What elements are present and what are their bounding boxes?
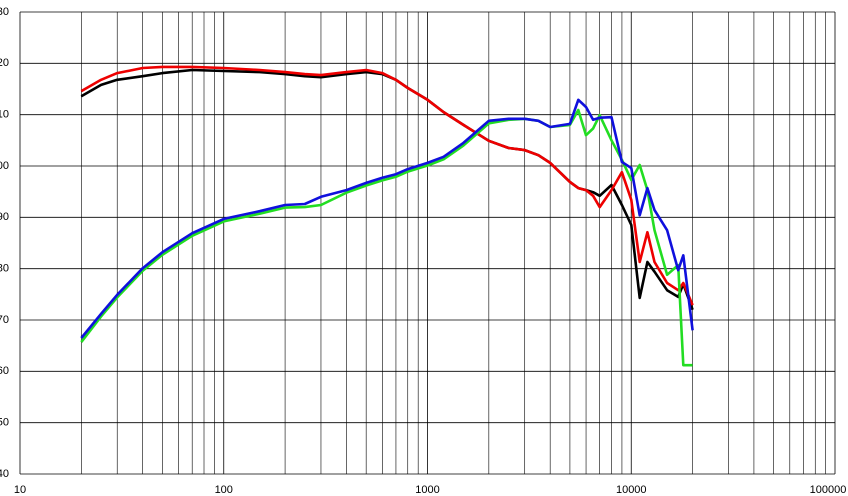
series-line	[80, 108, 693, 367]
y-tick-label: 40	[0, 468, 9, 480]
y-tick-label: 60	[0, 365, 9, 377]
series-line	[80, 98, 694, 339]
x-tick-label: 10	[14, 484, 26, 496]
x-tick-label: 100	[215, 484, 233, 496]
y-tick-label: 110	[0, 109, 9, 121]
x-tick-label: 100000	[810, 484, 847, 496]
y-tick-label: 90	[0, 211, 9, 223]
x-tick-label: 10000	[616, 484, 647, 496]
y-tick-label: 80	[0, 263, 9, 275]
y-tick-label: 130	[0, 6, 9, 18]
x-tick-label: 1000	[415, 484, 439, 496]
y-tick-label: 120	[0, 57, 9, 69]
series-line	[80, 68, 694, 311]
y-tick-label: 50	[0, 417, 9, 429]
y-tick-label: 100	[0, 160, 9, 172]
y-tick-label: 70	[0, 314, 9, 326]
series-line	[80, 65, 694, 306]
